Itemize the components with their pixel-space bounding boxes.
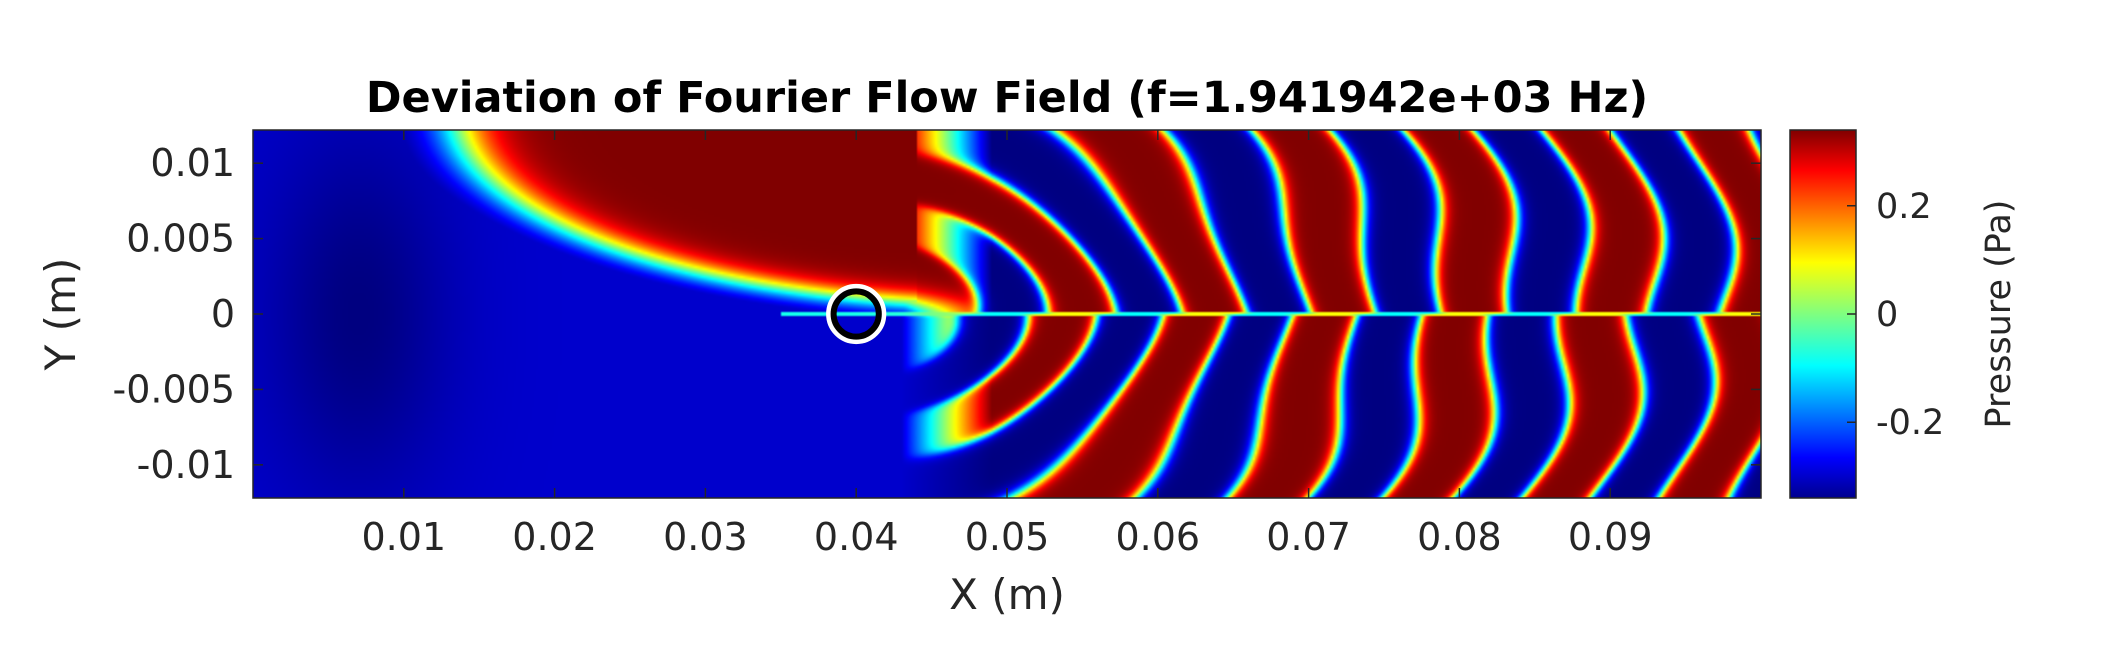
cylinder-marker — [826, 283, 887, 345]
chart-title: Deviation of Fourier Flow Field (f=1.941… — [366, 73, 1648, 123]
x-tick-label: 0.09 — [1568, 515, 1653, 559]
y-tick-label: 0.005 — [126, 217, 235, 261]
x-tick-label: 0.07 — [1266, 515, 1351, 559]
x-axis: 0.01 0.02 0.03 0.04 0.05 0.06 0.07 0.08 0.09 — [361, 130, 1653, 559]
colorbar-tick-label: 0.2 — [1876, 187, 1932, 227]
x-axis-label: X (m) — [949, 570, 1065, 619]
pressure-field-heatmap — [253, 130, 1761, 498]
x-tick-label: 0.08 — [1417, 515, 1502, 559]
colorbar-tick-label: -0.2 — [1876, 403, 1944, 443]
plot-area — [252, 129, 1762, 499]
y-tick-label: -0.005 — [113, 367, 236, 411]
x-tick-label: 0.03 — [663, 515, 748, 559]
y-axis-label: Y (m) — [36, 258, 85, 372]
y-tick-label: 0 — [211, 292, 235, 336]
cylinder-outline — [826, 283, 887, 345]
colorbar-label: Pressure (Pa) — [1979, 200, 2019, 429]
y-axis: 0.01 0.005 0 -0.005 -0.01 — [113, 141, 1761, 487]
cylinder-body — [830, 288, 882, 340]
colorbar-tick-label: 0 — [1876, 295, 1898, 335]
y-tick-label: 0.01 — [150, 141, 235, 185]
x-tick-label: 0.04 — [814, 515, 899, 559]
x-tick-label: 0.02 — [512, 515, 597, 559]
colorbar-ticks: 0.2 0 -0.2 — [1847, 187, 1944, 443]
y-tick-label: -0.01 — [137, 443, 235, 487]
x-tick-label: 0.05 — [965, 515, 1050, 559]
x-tick-label: 0.01 — [361, 515, 446, 559]
colorbar: 0.2 0 -0.2 Pressure (Pa) — [1789, 129, 2019, 499]
colorbar-gradient — [1789, 129, 1857, 499]
x-tick-label: 0.06 — [1115, 515, 1200, 559]
